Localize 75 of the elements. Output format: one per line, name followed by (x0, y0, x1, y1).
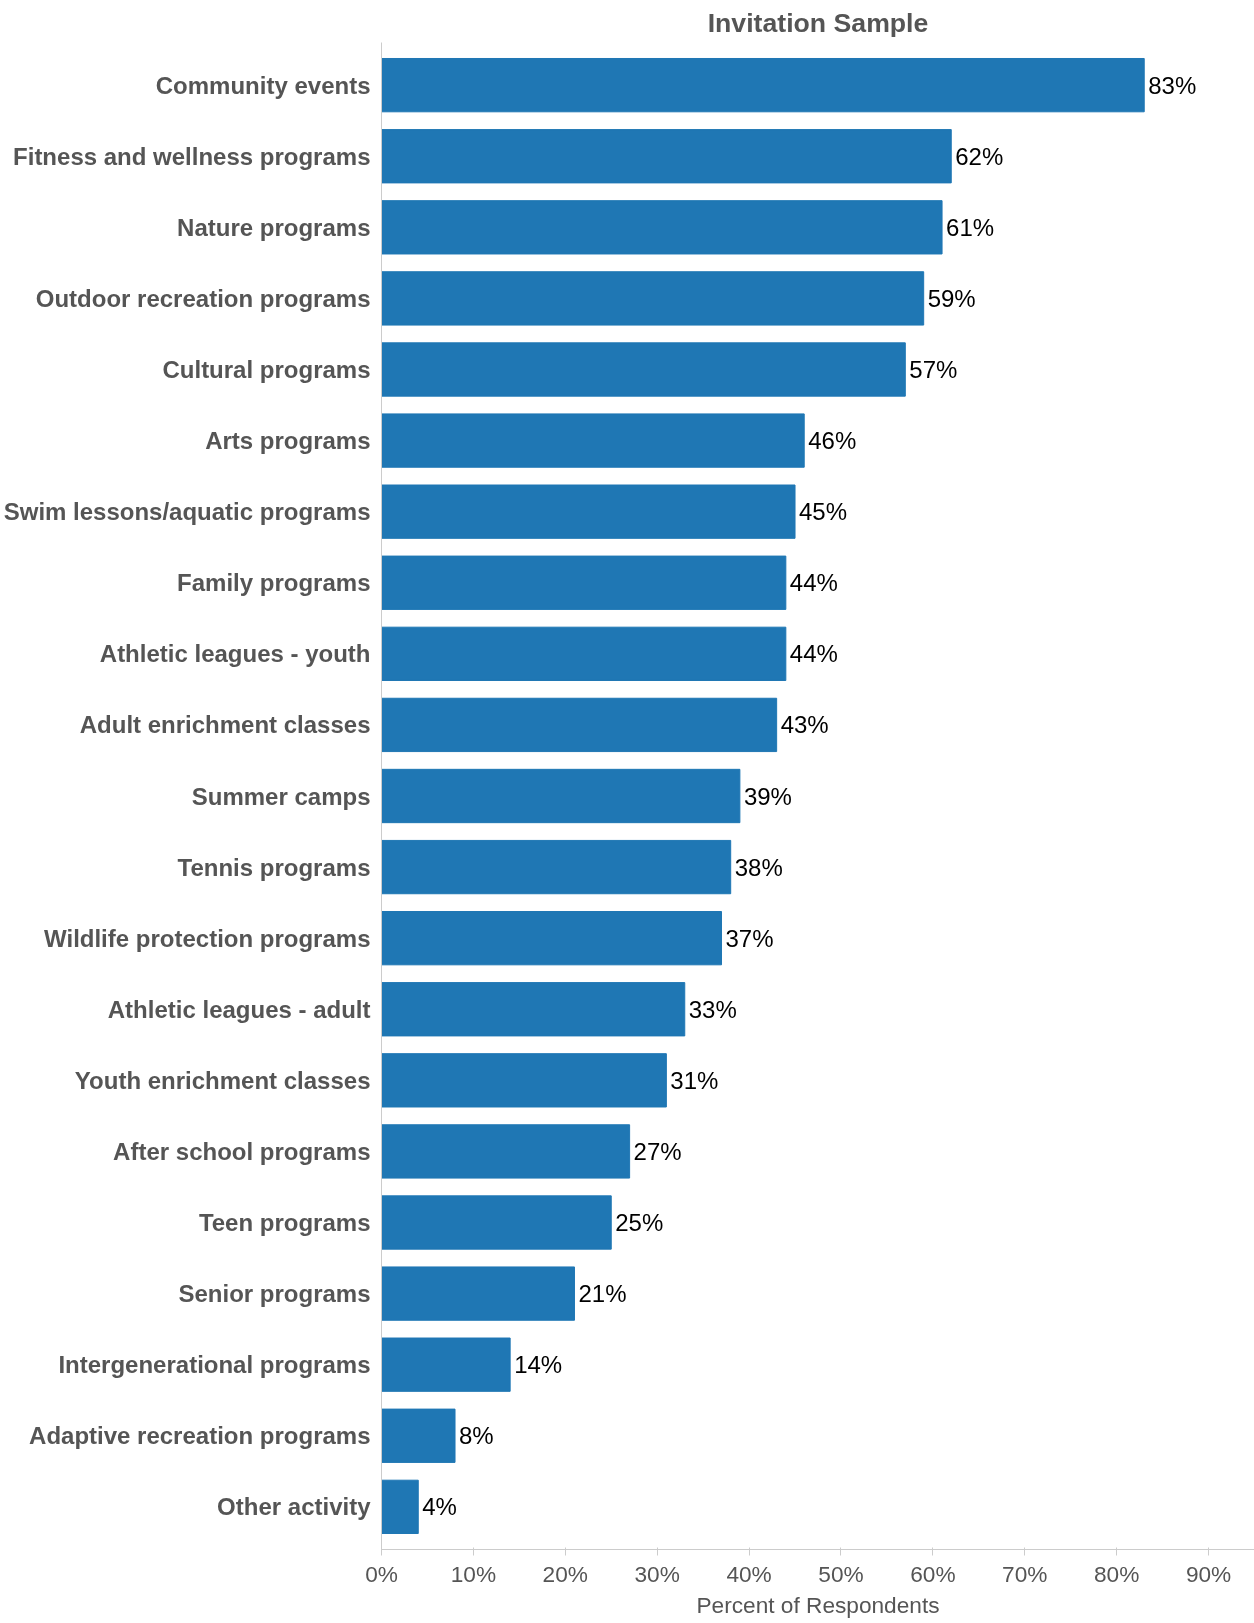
bar (381, 57, 1145, 113)
x-tick-label: 60% (910, 1560, 956, 1587)
data-label: 4% (422, 1493, 457, 1521)
data-label: 25% (615, 1209, 664, 1237)
data-label: 27% (633, 1137, 682, 1165)
y-tick-label: Swim lessons/aquatic programs (3, 498, 371, 526)
y-tick-label: Teen programs (198, 1209, 371, 1237)
bar (381, 1408, 456, 1463)
data-label: 62% (955, 142, 1004, 170)
data-label: 43% (780, 711, 829, 739)
data-label: 45% (799, 498, 848, 526)
y-tick-label: Athletic leagues - adult (107, 995, 371, 1023)
bar (381, 555, 787, 610)
y-tick-label: Wildlife protection programs (44, 924, 371, 952)
y-tick-label: Tennis programs (177, 853, 371, 881)
data-label: 61% (946, 213, 995, 241)
data-label: 44% (789, 640, 838, 668)
bar (381, 1195, 612, 1250)
y-tick-label: Outdoor recreation programs (35, 284, 371, 312)
bar (381, 200, 943, 255)
y-tick-label: After school programs (113, 1137, 371, 1165)
data-label: 37% (725, 924, 774, 952)
y-tick-label: Adaptive recreation programs (29, 1422, 371, 1450)
bar (381, 982, 686, 1037)
bar (381, 697, 778, 753)
y-tick-label: Community events (155, 71, 371, 99)
data-label: 83% (1148, 71, 1197, 99)
y-tick-label: Summer camps (191, 782, 371, 810)
data-label: 14% (514, 1351, 563, 1379)
bar (381, 626, 787, 681)
data-label: 44% (789, 569, 838, 597)
x-tick-label: 40% (726, 1560, 772, 1587)
bar (381, 413, 805, 468)
data-label: 21% (578, 1280, 627, 1308)
y-tick-label: Family programs (177, 569, 371, 597)
x-tick-label: 50% (818, 1560, 864, 1587)
y-tick-label: Nature programs (177, 213, 371, 241)
y-tick-label: Fitness and wellness programs (13, 142, 371, 170)
y-tick-label: Youth enrichment classes (74, 1066, 371, 1094)
data-label: 39% (743, 782, 792, 810)
x-tick-label: 80% (1093, 1560, 1140, 1587)
x-tick-label: 10% (450, 1560, 497, 1587)
bar (381, 129, 952, 184)
y-tick-label: Arts programs (205, 427, 371, 455)
bar (381, 768, 741, 824)
bar (381, 1124, 631, 1179)
bar (381, 911, 723, 966)
y-tick-label: Adult enrichment classes (79, 711, 371, 739)
bar (381, 271, 925, 326)
x-tick-label: 0% (365, 1560, 398, 1587)
bar (381, 1053, 667, 1108)
x-axis-title: Percent of Respondents (696, 1591, 940, 1618)
bar (381, 1337, 511, 1392)
bar (381, 1479, 419, 1535)
y-tick-label: Cultural programs (162, 355, 371, 383)
y-tick-label: Senior programs (178, 1280, 371, 1308)
data-label: 38% (734, 853, 783, 881)
data-label: 46% (808, 427, 857, 455)
x-tick-label: 20% (542, 1560, 588, 1587)
data-label: 59% (927, 284, 976, 312)
data-label: 8% (459, 1422, 494, 1450)
bar (381, 839, 732, 895)
x-tick-label: 30% (634, 1560, 680, 1587)
y-tick-label: Other activity (217, 1493, 372, 1521)
bar (381, 484, 796, 539)
x-tick-label: 70% (1002, 1560, 1048, 1587)
y-tick-label: Intergenerational programs (58, 1351, 371, 1379)
data-label: 57% (909, 355, 958, 383)
y-tick-label: Athletic leagues - youth (99, 640, 371, 668)
data-label: 33% (688, 995, 737, 1023)
bar (381, 342, 906, 397)
x-tick-label: 90% (1185, 1560, 1232, 1587)
chart-title: Invitation Sample (707, 7, 929, 38)
data-label: 31% (670, 1066, 719, 1094)
bar (381, 1266, 575, 1321)
